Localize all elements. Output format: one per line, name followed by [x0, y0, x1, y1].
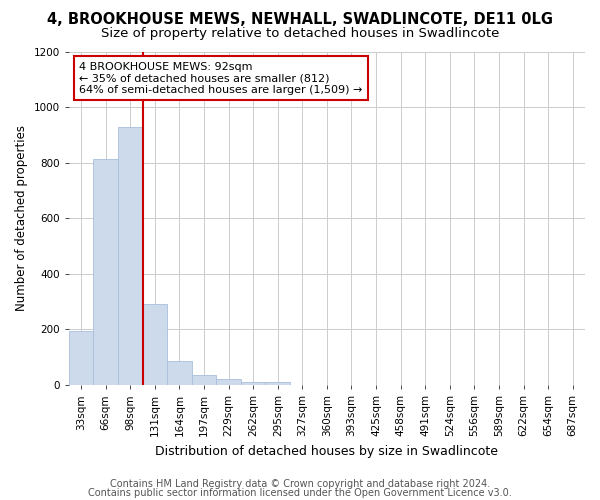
Text: Size of property relative to detached houses in Swadlincote: Size of property relative to detached ho… [101, 28, 499, 40]
Text: Contains public sector information licensed under the Open Government Licence v3: Contains public sector information licen… [88, 488, 512, 498]
Bar [192, 376, 217, 385]
Text: 4, BROOKHOUSE MEWS, NEWHALL, SWADLINCOTE, DE11 0LG: 4, BROOKHOUSE MEWS, NEWHALL, SWADLINCOTE… [47, 12, 553, 28]
Bar [143, 304, 167, 385]
Text: 4 BROOKHOUSE MEWS: 92sqm
← 35% of detached houses are smaller (812)
64% of semi-: 4 BROOKHOUSE MEWS: 92sqm ← 35% of detach… [79, 62, 362, 94]
Bar [265, 382, 290, 385]
Bar [94, 160, 118, 385]
Bar [69, 331, 94, 385]
X-axis label: Distribution of detached houses by size in Swadlincote: Distribution of detached houses by size … [155, 444, 499, 458]
Y-axis label: Number of detached properties: Number of detached properties [15, 126, 28, 312]
Bar [118, 127, 143, 385]
Text: Contains HM Land Registry data © Crown copyright and database right 2024.: Contains HM Land Registry data © Crown c… [110, 479, 490, 489]
Bar [241, 382, 265, 385]
Bar [167, 362, 192, 385]
Bar [217, 380, 241, 385]
